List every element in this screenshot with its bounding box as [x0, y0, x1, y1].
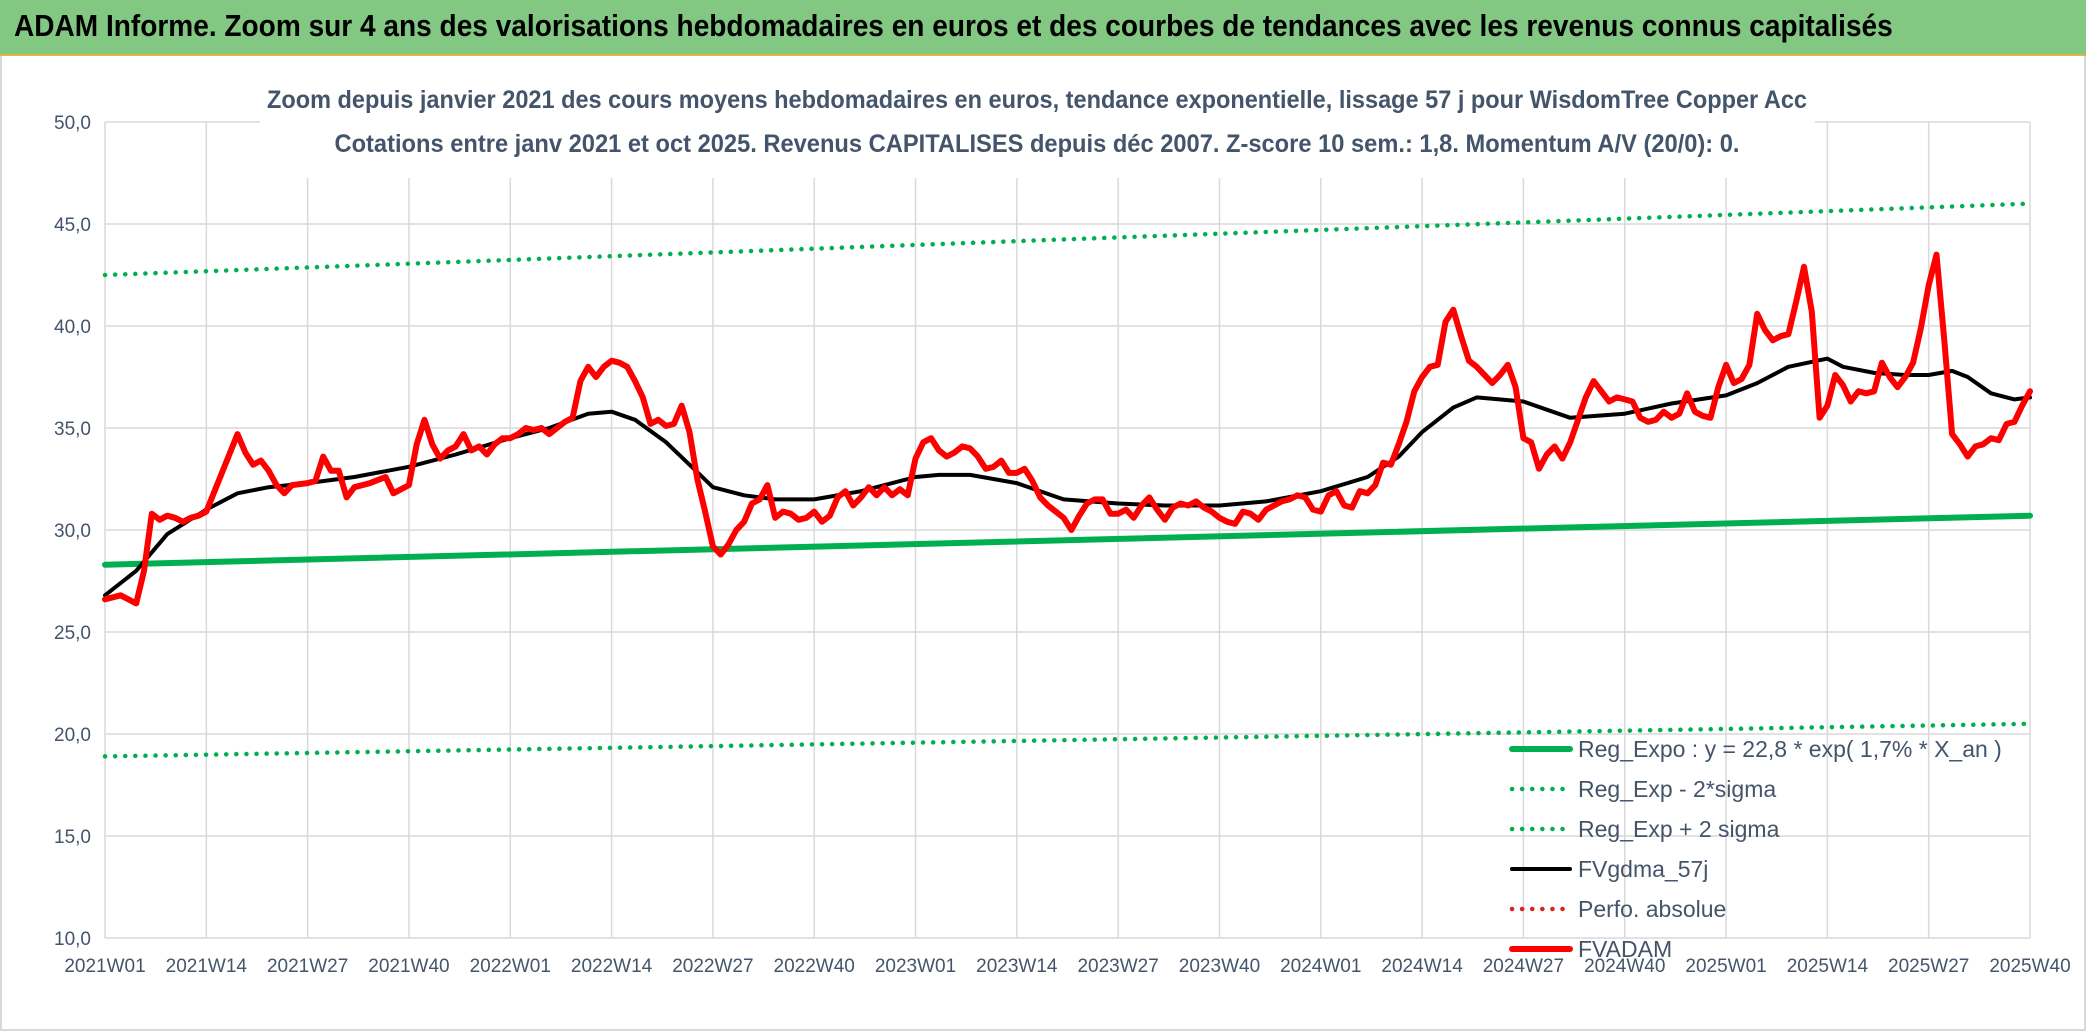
x-tick-label: 2023W27	[1077, 956, 1158, 977]
chart-title: Zoom depuis janvier 2021 des cours moyen…	[267, 86, 1807, 114]
x-tick-label: 2025W40	[1989, 956, 2070, 977]
legend-label-fvgdma-57j: FVgdma_57j	[1578, 856, 1708, 882]
legend-label-reg-expo-y-22-8-exp-1-7-x-an: Reg_Expo : y = 22,8 * exp( 1,7% * X_an )	[1578, 736, 2002, 762]
x-tick-label: 2021W14	[166, 956, 248, 977]
x-tick-label: 2022W01	[470, 956, 551, 977]
series-line-reg-expo-y-22-8-exp-1-7-x-an	[102, 512, 2033, 568]
legend-label-fvadam: FVADAM	[1578, 936, 1672, 962]
chart-titles: Zoom depuis janvier 2021 des cours moyen…	[260, 80, 1815, 178]
report-title: ADAM Informe. Zoom sur 4 ans des valoris…	[14, 8, 1893, 43]
legend-label-reg-exp-2-sigma: Reg_Exp - 2*sigma	[1578, 776, 1776, 802]
x-tick-label: 2024W14	[1381, 956, 1463, 977]
x-tick-label: 2025W27	[1888, 956, 1969, 977]
report-banner: ADAM Informe. Zoom sur 4 ans des valoris…	[0, 0, 2086, 56]
x-tick-label: 2024W40	[1584, 956, 1665, 977]
x-tick-label: 2022W14	[571, 956, 653, 977]
title-backdrop	[260, 80, 1815, 178]
x-tick-label: 2022W27	[672, 956, 753, 977]
y-tick-label: 35,0	[54, 419, 91, 440]
y-tick-label: 10,0	[54, 929, 91, 950]
x-tick-label: 2021W01	[64, 956, 145, 977]
x-tick-label: 2021W27	[267, 956, 348, 977]
line-chart: Zoom depuis janvier 2021 des cours moyen…	[54, 80, 2071, 977]
legend-label-reg-exp-2-sigma: Reg_Exp + 2 sigma	[1578, 816, 1780, 842]
y-tick-label: 30,0	[54, 521, 91, 542]
y-tick-label: 25,0	[54, 623, 91, 644]
series-line-reg-exp-2-sigma	[102, 201, 2033, 278]
x-tick-label: 2021W40	[368, 956, 449, 977]
x-tick-label: 2024W27	[1483, 956, 1564, 977]
legend: Reg_Expo : y = 22,8 * exp( 1,7% * X_an )…	[1509, 736, 2002, 962]
y-tick-label: 15,0	[54, 827, 91, 848]
y-tick-label: 20,0	[54, 725, 91, 746]
series-line-reg-exp-2-sigma	[102, 721, 2033, 759]
y-tick-label: 40,0	[54, 317, 91, 338]
legend-label-perfo-absolue: Perfo. absolue	[1578, 896, 1726, 922]
chart-subtitle: Cotations entre janv 2021 et oct 2025. R…	[335, 130, 1740, 158]
y-axis-ticks: 10,0 15,0 20,0 25,0 30,0 35,0 40,0 45,0 50,0	[54, 113, 91, 950]
y-tick-label: 45,0	[54, 215, 91, 236]
series-lines	[102, 201, 2033, 759]
x-axis-ticks: 2021W01 2021W14 2021W27 2021W40 2022W01 2022W…	[64, 956, 2070, 977]
x-tick-label: 2024W01	[1280, 956, 1361, 977]
x-tick-label: 2022W40	[774, 956, 855, 977]
x-tick-label: 2023W14	[976, 956, 1058, 977]
y-tick-label: 50,0	[54, 113, 91, 134]
x-tick-label: 2023W40	[1179, 956, 1260, 977]
x-tick-label: 2025W14	[1787, 956, 1869, 977]
series-line-fvadam	[102, 251, 2033, 607]
x-tick-label: 2025W01	[1685, 956, 1766, 977]
x-tick-label: 2023W01	[875, 956, 956, 977]
